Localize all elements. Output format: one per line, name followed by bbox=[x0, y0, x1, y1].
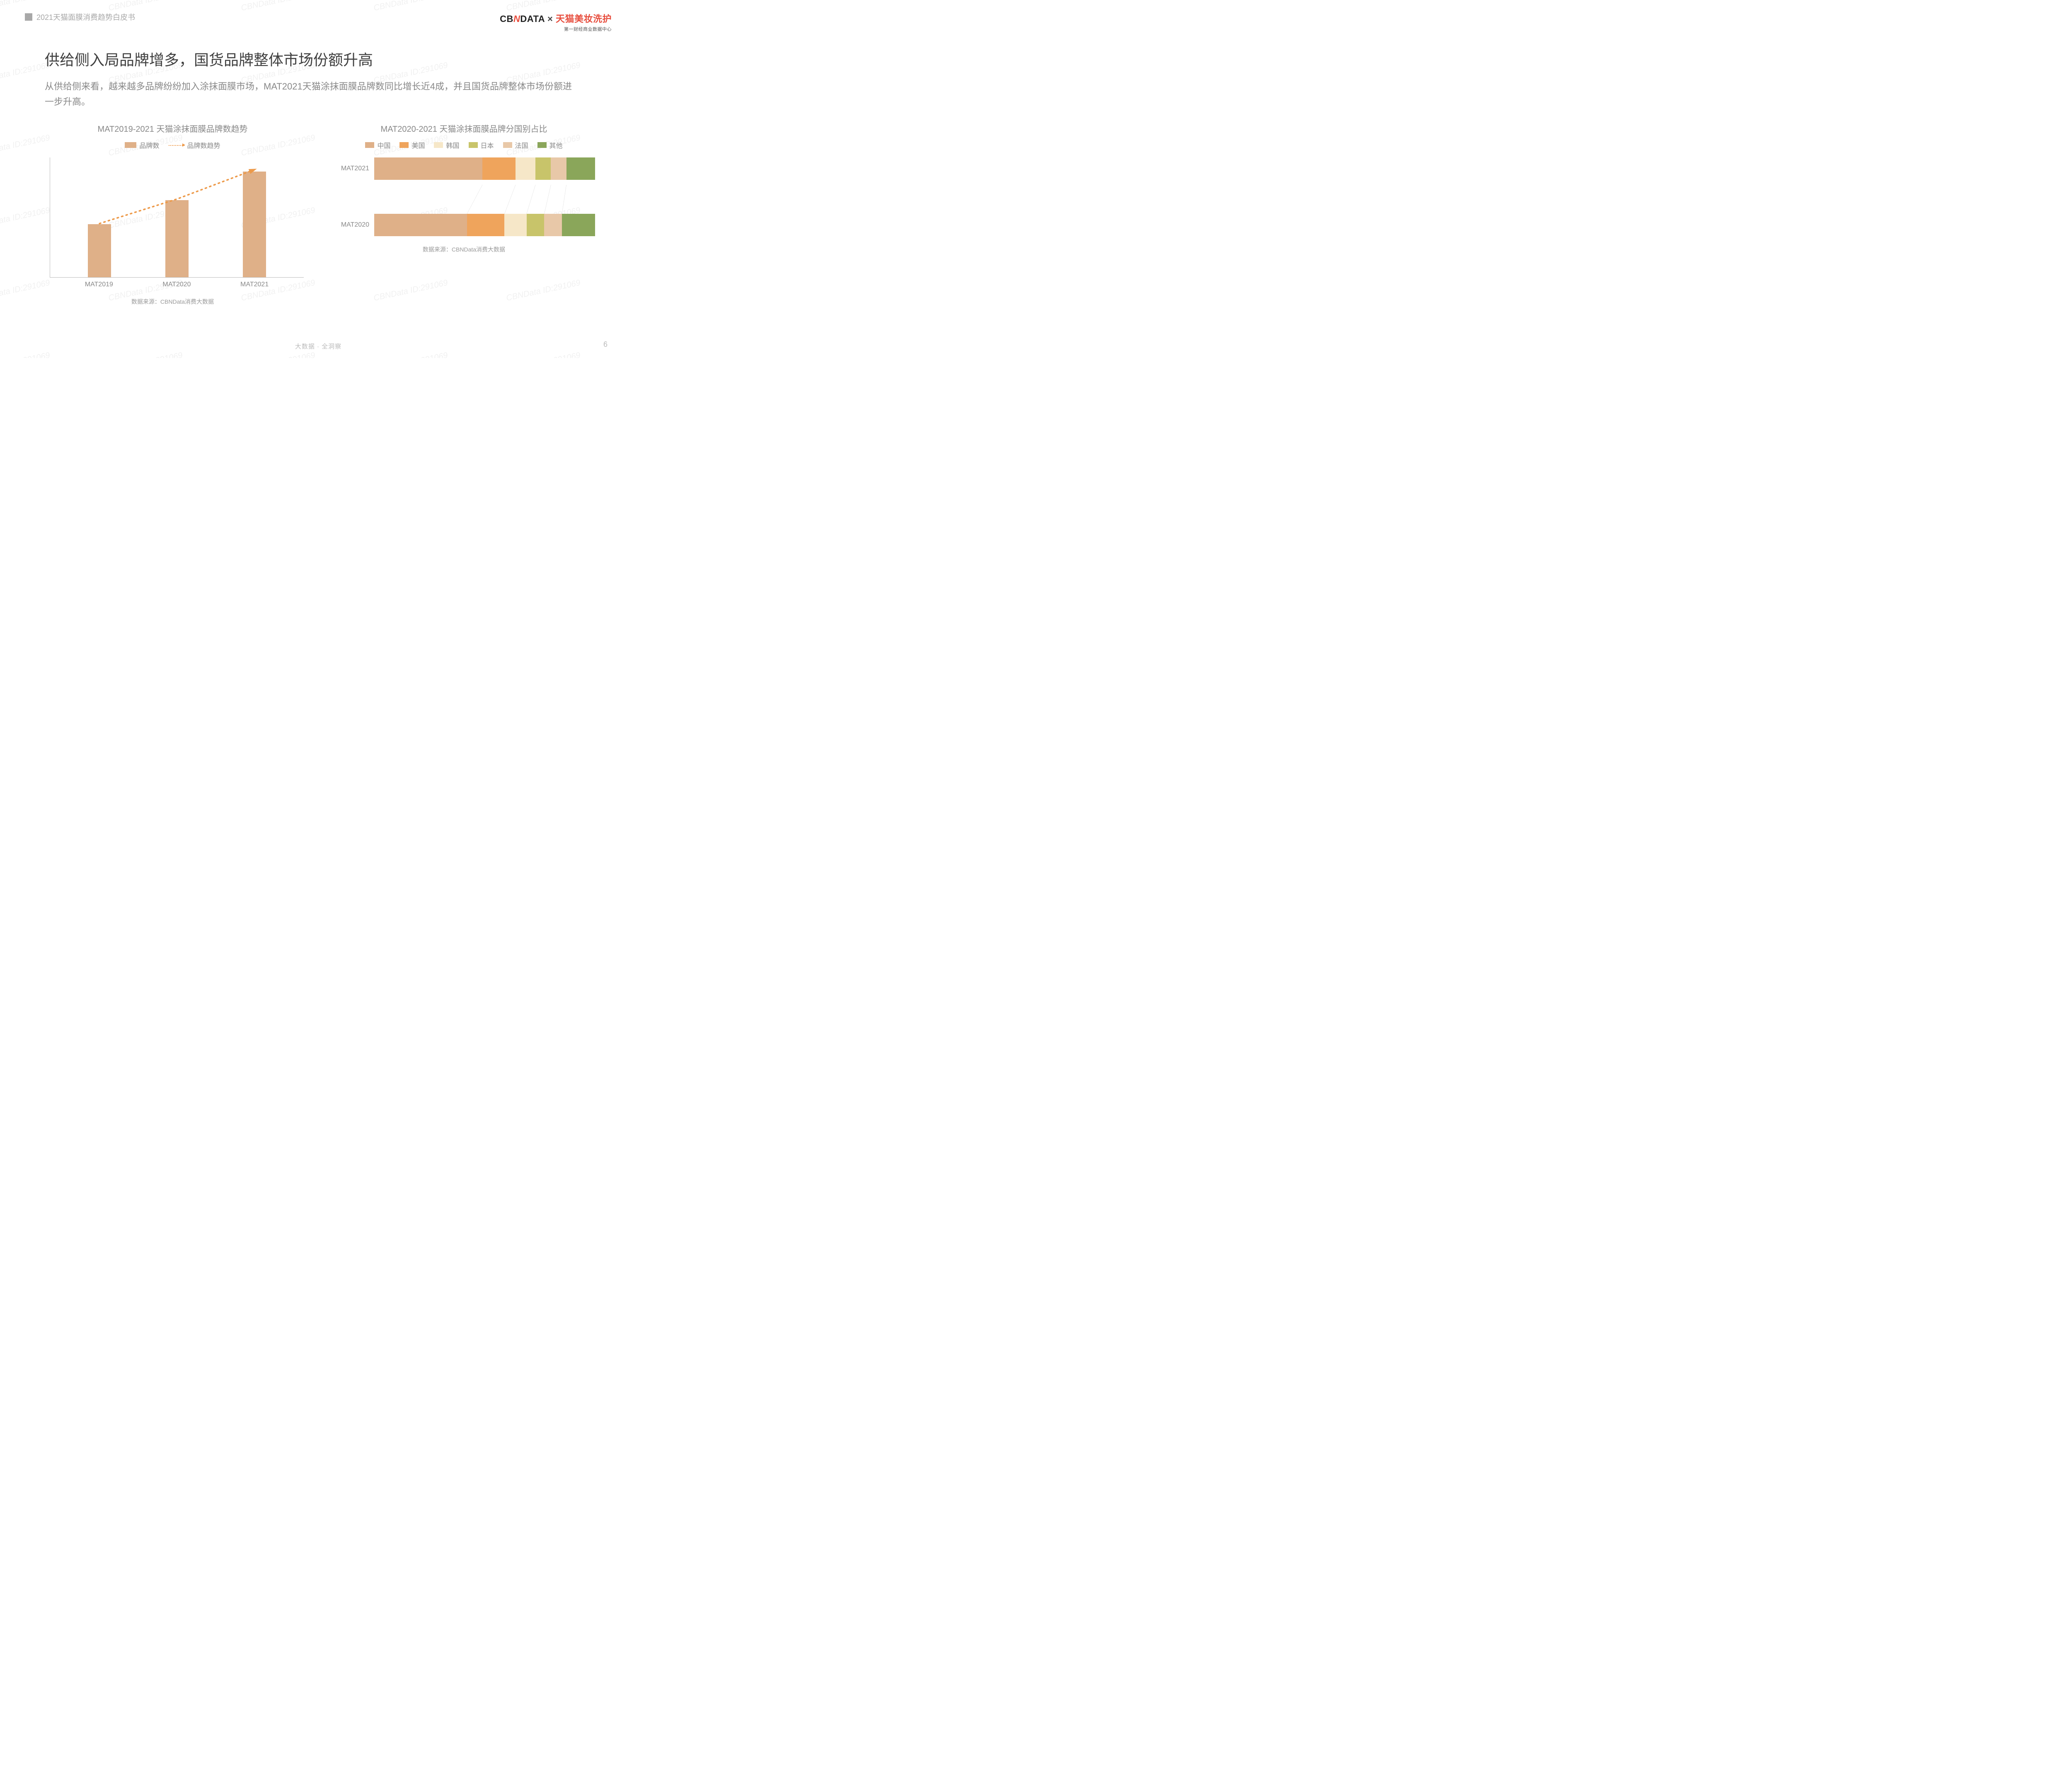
logo-tmall: 天猫美妆洗护 bbox=[556, 14, 612, 24]
hstack-bar bbox=[374, 157, 595, 180]
legend-label: 美国 bbox=[411, 140, 425, 150]
title-marker-icon bbox=[25, 13, 32, 21]
hstack-segment bbox=[467, 214, 505, 236]
legend-label-trend: 品牌数趋势 bbox=[187, 140, 220, 150]
legend-swatch bbox=[503, 142, 512, 148]
hstack-segment bbox=[504, 214, 526, 236]
legend-label: 中国 bbox=[377, 140, 390, 150]
page-subtitle: 从供给侧来看，越来越多品牌纷纷加入涂抹面膜市场，MAT2021天猫涂抹面膜品牌数… bbox=[45, 79, 579, 110]
hstack-segment bbox=[374, 157, 482, 180]
legend-swatch bbox=[365, 142, 374, 148]
footer-text: 大数据 · 全洞察 bbox=[0, 342, 637, 351]
legend-swatch bbox=[469, 142, 478, 148]
legend-label-bar: 品牌数 bbox=[139, 140, 159, 150]
hstack-segment bbox=[482, 157, 516, 180]
legend-label: 法国 bbox=[515, 140, 528, 150]
bar-xlabel: MAT2020 bbox=[154, 281, 199, 288]
legend-swatch-bar bbox=[125, 142, 136, 148]
legend-swatch bbox=[434, 142, 443, 148]
bar-chart-legend: 品牌数 品牌数趋势 bbox=[41, 140, 304, 150]
legend-label: 其他 bbox=[549, 140, 563, 150]
doc-header-text: 2021天猫面膜消费趋势白皮书 bbox=[36, 12, 135, 22]
legend-label: 日本 bbox=[481, 140, 494, 150]
bar bbox=[243, 172, 266, 277]
hstack-segment bbox=[544, 214, 562, 236]
hstack-row-label: MAT2020 bbox=[337, 221, 374, 229]
legend-swatch bbox=[537, 142, 547, 148]
bar-chart-source: 数据来源：CBNData消费大数据 bbox=[41, 298, 304, 306]
stacked-chart-title: MAT2020-2021 天猫涂抹面膜品牌分国别占比 bbox=[333, 122, 595, 134]
hstack-row-label: MAT2021 bbox=[337, 165, 374, 172]
legend-label: 韩国 bbox=[446, 140, 459, 150]
logo-cbn-pre: CB bbox=[500, 14, 513, 24]
doc-header: 2021天猫面膜消费趋势白皮书 bbox=[25, 12, 135, 22]
hstack-segment bbox=[374, 214, 467, 236]
logo-cbn-n: N bbox=[513, 14, 520, 24]
page-title: 供给侧入局品牌增多，国货品牌整体市场份额升高 bbox=[45, 48, 612, 70]
logo-block: CBNDATA × 天猫美妆洗护 第一财经商业数据中心 bbox=[500, 12, 612, 32]
bar-xlabel: MAT2021 bbox=[232, 281, 277, 288]
hstack-segment bbox=[535, 157, 551, 180]
hstack-segment bbox=[516, 157, 535, 180]
hstack-segment bbox=[566, 157, 595, 180]
bar bbox=[88, 224, 111, 277]
hstack-segment bbox=[562, 214, 595, 236]
stacked-chart-source: 数据来源：CBNData消费大数据 bbox=[333, 245, 595, 254]
bar-chart: MAT2019-2021 天猫涂抹面膜品牌数趋势 品牌数 品牌数趋势 MAT20… bbox=[41, 122, 304, 306]
page-number: 6 bbox=[603, 340, 608, 349]
stacked-chart: MAT2020-2021 天猫涂抹面膜品牌分国别占比 中国美国韩国日本法国其他 … bbox=[333, 122, 595, 306]
hstack-segment bbox=[527, 214, 545, 236]
bar bbox=[165, 200, 189, 277]
logo-sep: × bbox=[547, 14, 553, 24]
logo-cbn-post: DATA bbox=[520, 14, 545, 24]
bar-xlabel: MAT2019 bbox=[76, 281, 122, 288]
stacked-chart-legend: 中国 美国 韩国 日本 法国 其他 bbox=[333, 140, 595, 150]
hstack-bar bbox=[374, 214, 595, 236]
logo-sub: 第一财经商业数据中心 bbox=[500, 26, 612, 32]
bar-chart-title: MAT2019-2021 天猫涂抹面膜品牌数趋势 bbox=[41, 122, 304, 134]
legend-trend-icon bbox=[169, 142, 184, 148]
legend-swatch bbox=[399, 142, 409, 148]
hstack-segment bbox=[551, 157, 566, 180]
